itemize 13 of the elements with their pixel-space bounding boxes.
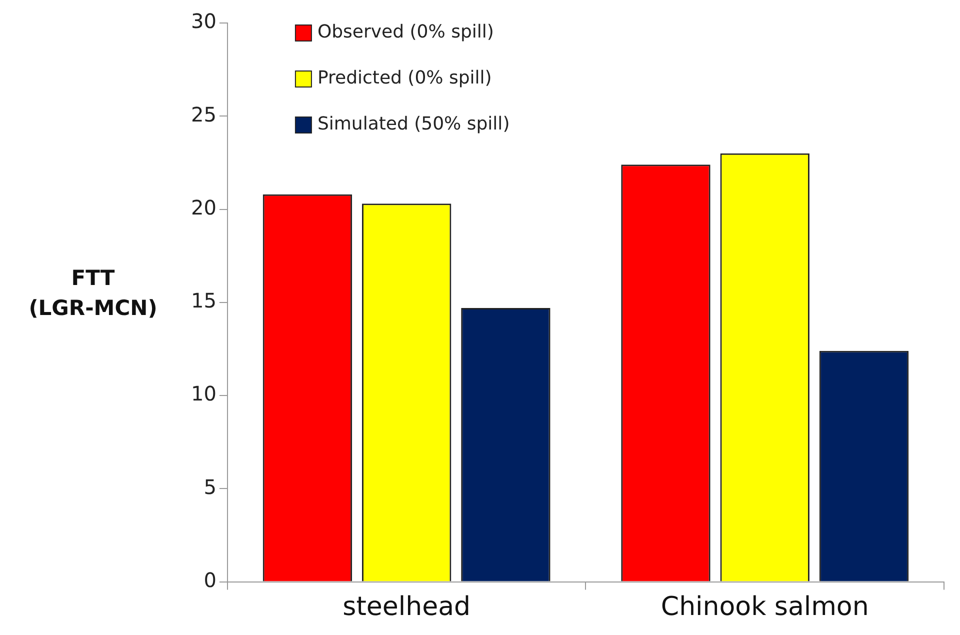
- y-tick-label: 15: [190, 288, 216, 313]
- legend-label: Observed (0% spill): [317, 22, 494, 43]
- x-tick-label: steelhead: [342, 592, 471, 622]
- y-tick-label: 30: [190, 9, 216, 34]
- y-axis-title: FTT (LGR-MCN): [28, 265, 158, 322]
- y-tick-label: 0: [204, 568, 216, 592]
- x-tick-label: Chinook salmon: [660, 592, 869, 622]
- legend-label: Predicted (0% spill): [317, 68, 492, 89]
- y-tick-label: 5: [204, 474, 216, 499]
- y-tick-label: 25: [190, 102, 216, 126]
- legend-label: Simulated (50% spill): [317, 114, 510, 135]
- y-tick-label: 10: [190, 382, 216, 406]
- y-tick-label: 20: [190, 195, 216, 220]
